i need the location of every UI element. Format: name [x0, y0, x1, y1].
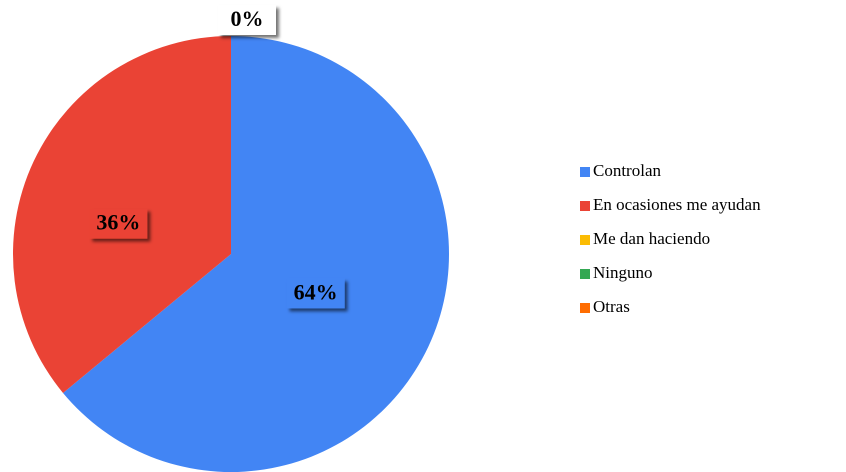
- data-label: 0%: [231, 6, 264, 31]
- legend-label: Controlan: [593, 161, 661, 180]
- data-label: 64%: [294, 279, 338, 304]
- data-label-box: [286, 278, 345, 309]
- legend-label: Me dan haciendo: [593, 229, 710, 248]
- legend-swatch: [580, 201, 590, 211]
- legend-label: En ocasiones me ayudan: [593, 195, 761, 214]
- legend-swatch: [580, 303, 590, 313]
- legend-swatch: [580, 167, 590, 177]
- legend-swatch: [580, 269, 590, 279]
- data-label-box: [89, 208, 148, 239]
- pie-slice: [63, 36, 449, 472]
- data-label: 36%: [96, 210, 140, 235]
- legend-label: Otras: [593, 297, 630, 316]
- legend-swatch: [580, 235, 590, 245]
- data-label-box: [218, 5, 276, 35]
- legend-label: Ninguno: [593, 263, 653, 282]
